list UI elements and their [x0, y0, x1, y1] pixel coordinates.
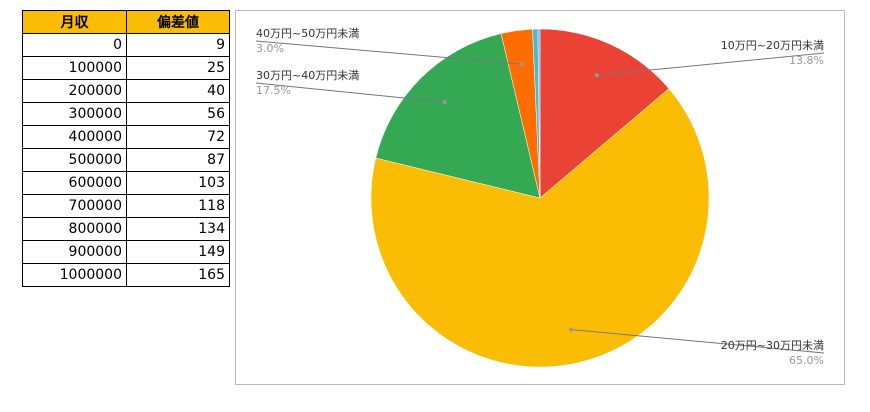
- income-table: 月収 偏差値 0 9 100000 25 200000 40 300000 56 400000 72…: [22, 10, 230, 287]
- slice-label: 10万円~20万円未満: [721, 39, 824, 52]
- table-row: 1000000 165: [22, 263, 230, 287]
- table-row: 700000 118: [22, 194, 230, 218]
- table-row: 500000 87: [22, 148, 230, 172]
- table-row: 900000 149: [22, 240, 230, 264]
- table-row: 300000 56: [22, 102, 230, 126]
- table-cell: 103: [126, 171, 230, 195]
- slice-percent: 3.0%: [256, 42, 284, 55]
- pie-chart: 10万円~20万円未満 13.8% 20万円~30万円未満 65.0% 30万円~40万…: [235, 10, 845, 385]
- table-cell: 134: [126, 217, 230, 241]
- table-row: 600000 103: [22, 171, 230, 195]
- leader-line: [255, 40, 522, 65]
- table-cell: 72: [126, 125, 230, 149]
- slice-label: 30万円~40万円未満: [256, 69, 359, 82]
- table-cell: 165: [126, 263, 230, 287]
- slice-percent: 65.0%: [789, 354, 824, 367]
- table-cell: 300000: [22, 102, 127, 126]
- slice-label: 40万円~50万円未満: [256, 27, 359, 40]
- slice-percent: 17.5%: [256, 84, 291, 97]
- table-cell: 500000: [22, 148, 127, 172]
- table-row: 400000 72: [22, 125, 230, 149]
- column-header: 月収: [22, 10, 127, 34]
- table-cell: 1000000: [22, 263, 127, 287]
- pie-slice: [370, 88, 710, 368]
- table-row: 100000 25: [22, 56, 230, 80]
- table-cell: 200000: [22, 79, 127, 103]
- table-cell: 600000: [22, 171, 127, 195]
- column-header: 偏差値: [126, 10, 230, 34]
- table-cell: 40: [126, 79, 230, 103]
- table-cell: 56: [126, 102, 230, 126]
- table-cell: 0: [22, 33, 127, 57]
- table-row: 200000 40: [22, 79, 230, 103]
- leader-dot: [594, 73, 599, 78]
- leader-line: [571, 329, 825, 354]
- leader-line: [255, 82, 445, 103]
- slice-label: 20万円~30万円未満: [721, 339, 824, 352]
- leader-line: [596, 52, 825, 76]
- table-cell: 9: [126, 33, 230, 57]
- table-cell: 87: [126, 148, 230, 172]
- table-cell: 400000: [22, 125, 127, 149]
- pie-slice: [537, 28, 541, 199]
- pie-slice: [375, 33, 541, 199]
- slice-percent: 13.8%: [789, 54, 824, 67]
- table-row: 800000 134: [22, 217, 230, 241]
- table-cell: 149: [126, 240, 230, 264]
- leader-dot: [569, 327, 574, 332]
- table-cell: 25: [126, 56, 230, 80]
- table-cell: 118: [126, 194, 230, 218]
- leader-dot: [519, 62, 524, 67]
- leader-dot: [442, 100, 447, 105]
- table-cell: 700000: [22, 194, 127, 218]
- table-cell: 800000: [22, 217, 127, 241]
- table-cell: 100000: [22, 56, 127, 80]
- table-cell: 900000: [22, 240, 127, 264]
